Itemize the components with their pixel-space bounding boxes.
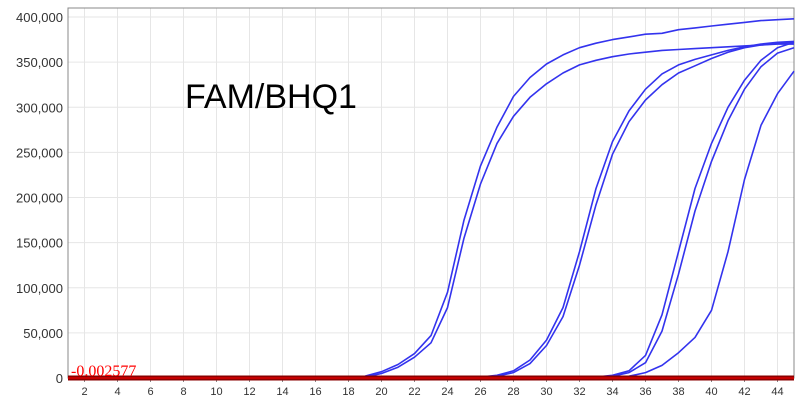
series-line-2	[68, 43, 794, 379]
x-tick-label: 14	[276, 386, 288, 398]
series-line-3	[68, 40, 795, 379]
x-tick-label: 18	[342, 386, 354, 398]
x-tick-label: 8	[180, 386, 186, 398]
x-tick-label: 10	[210, 386, 222, 398]
y-axis-tick-labels: 0 50,000 100,000 150,000 200,000 250,000 300,0…	[16, 10, 63, 386]
y-tick-label: 100,000	[16, 281, 63, 296]
x-tick-label: 2	[81, 386, 87, 398]
y-tick-label: 150,000	[16, 236, 63, 251]
y-tick-label: 250,000	[16, 145, 63, 160]
y-tick-label: 0	[56, 371, 63, 386]
x-tick-label: 28	[507, 386, 519, 398]
x-tick-label: 6	[147, 386, 153, 398]
x-tick-label: 12	[243, 386, 255, 398]
x-tick-label: 38	[672, 386, 684, 398]
series-line-1	[68, 18, 795, 379]
y-tick-label: 400,000	[16, 10, 63, 25]
y-tick-label: 200,000	[16, 191, 63, 206]
series-line-5	[68, 41, 795, 379]
x-tick-label: 4	[114, 386, 120, 398]
x-tick-label: 44	[771, 386, 783, 398]
x-tick-label: 40	[705, 386, 717, 398]
x-tick-label: 34	[606, 386, 618, 398]
y-tick-label: 350,000	[16, 55, 63, 70]
series-line-4	[68, 41, 795, 379]
gridlines	[68, 8, 794, 379]
x-tick-label: 26	[474, 386, 486, 398]
x-tick-label: 32	[573, 386, 585, 398]
x-tick-label: 30	[540, 386, 552, 398]
chart-title: FAM/BHQ1	[185, 78, 357, 116]
x-tick-label: 20	[375, 386, 387, 398]
x-tick-label: 42	[738, 386, 750, 398]
x-tick-label: 22	[408, 386, 420, 398]
y-tick-label: 300,000	[16, 100, 63, 115]
threshold-label: -0.002577	[71, 363, 136, 380]
series-lines	[68, 18, 795, 379]
series-line-6	[68, 46, 795, 379]
x-tick-label: 24	[441, 386, 453, 398]
y-tick-label: 50,000	[23, 326, 63, 341]
x-tick-label: 36	[639, 386, 651, 398]
x-tick-label: 16	[309, 386, 321, 398]
x-axis-tick-labels: 2 4 6 8 10 12 14 16 18 20 22 24 26 28 30 32 34 36 38 40 42 44	[81, 378, 784, 398]
